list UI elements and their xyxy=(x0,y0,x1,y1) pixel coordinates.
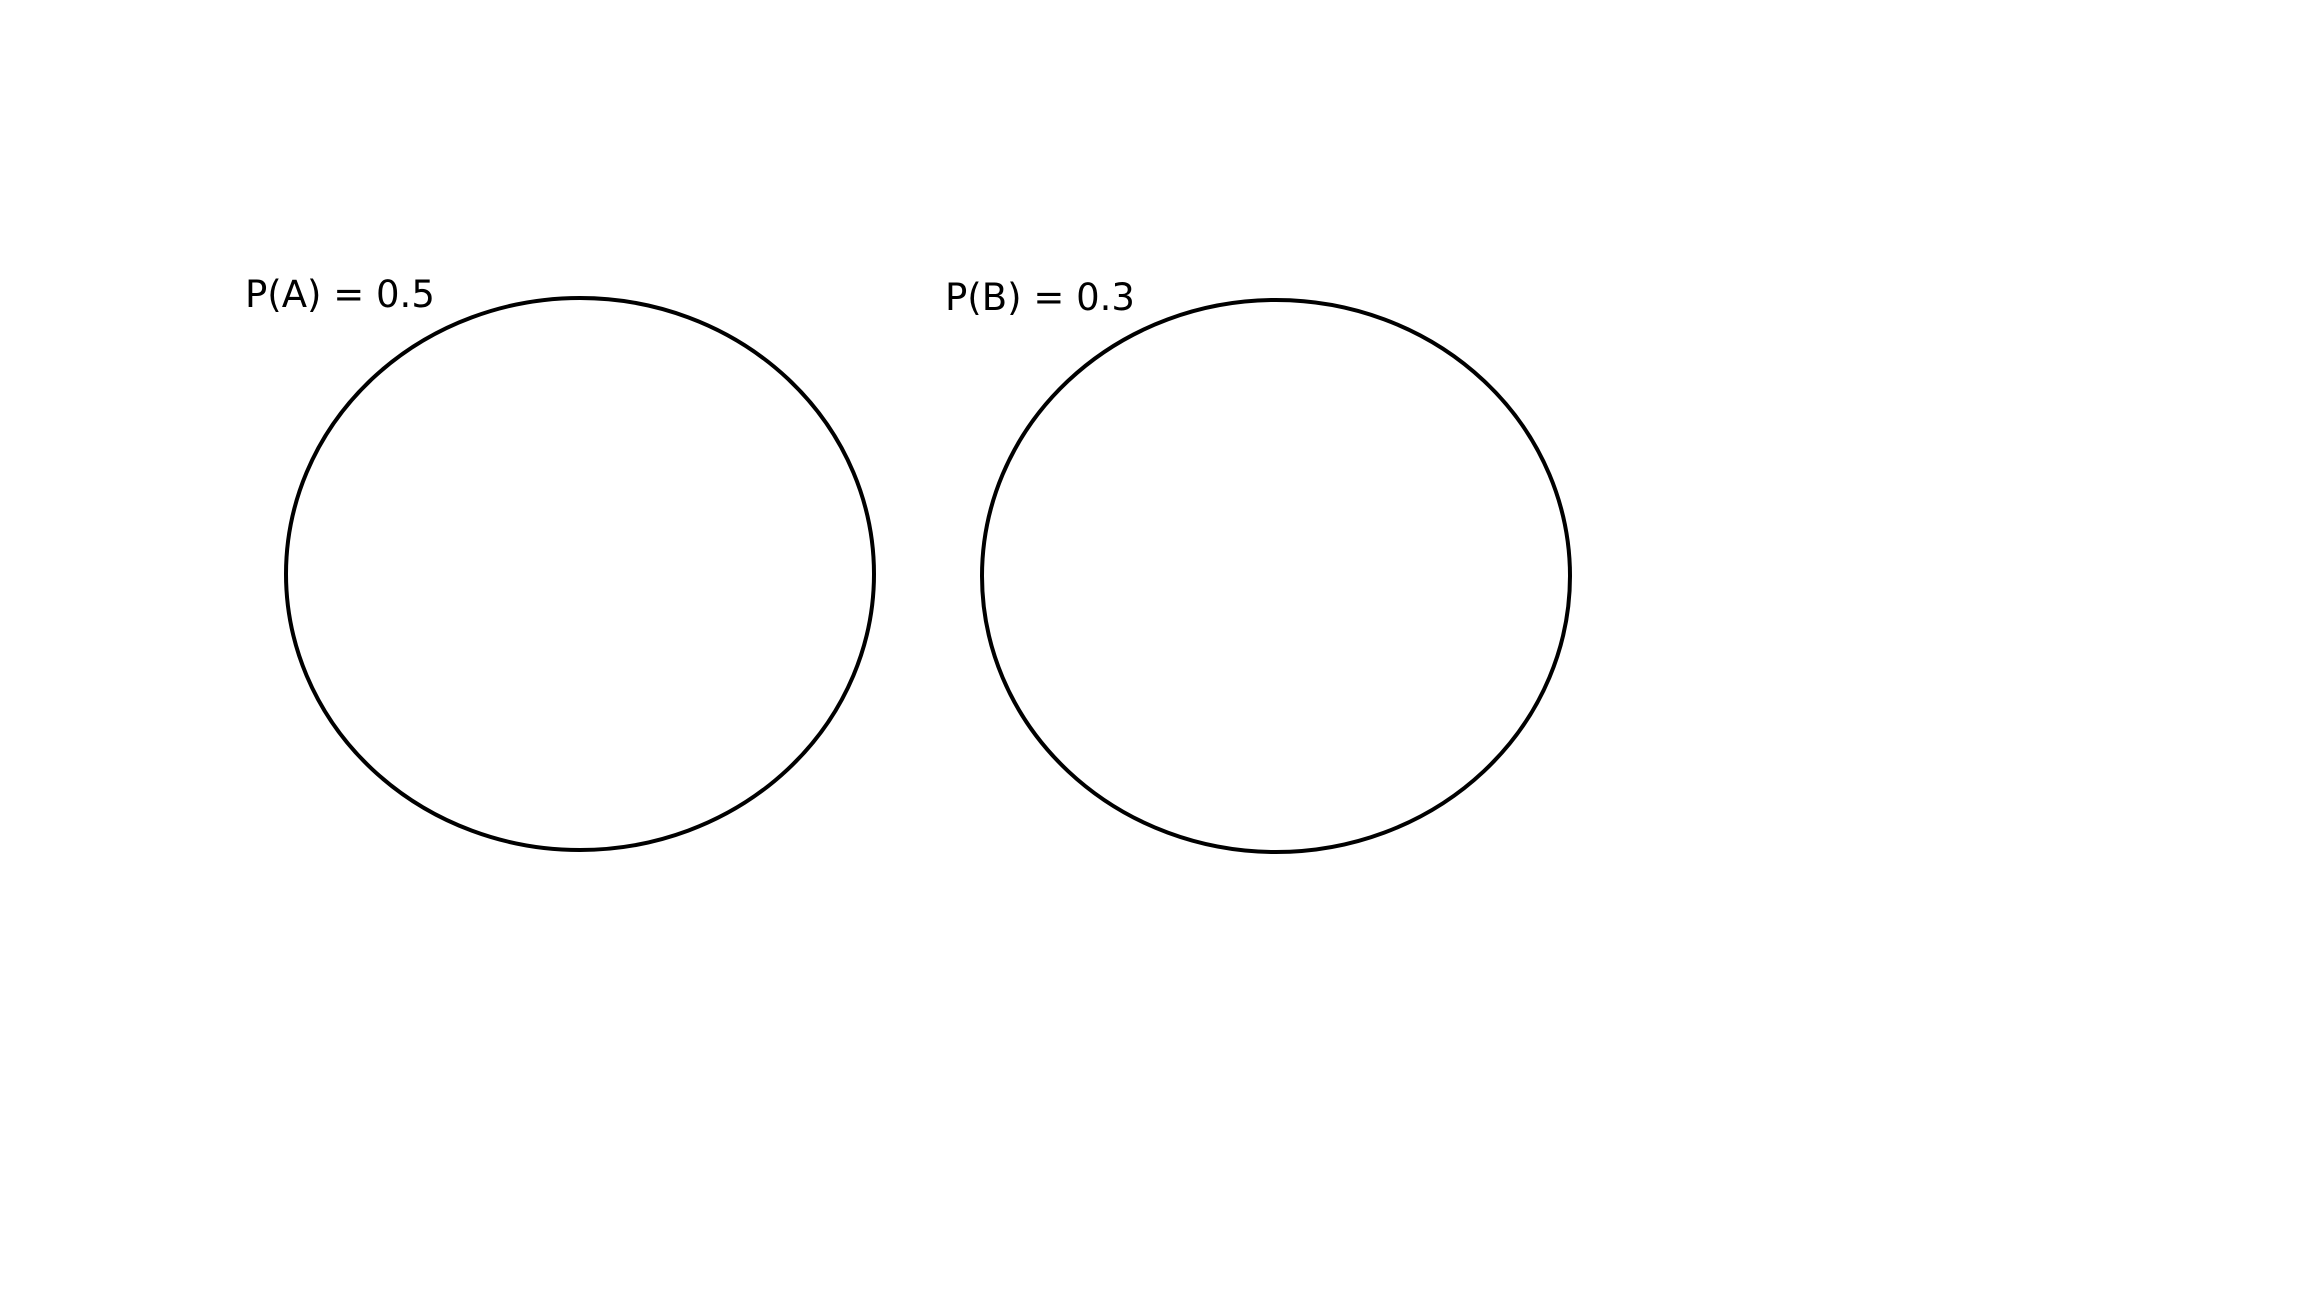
set-a-probability-label: P(A) = 0.5 xyxy=(245,273,435,316)
set-b-probability-label: P(B) = 0.3 xyxy=(945,276,1135,319)
set-b-circle xyxy=(980,298,1572,854)
set-a-circle xyxy=(284,296,876,852)
